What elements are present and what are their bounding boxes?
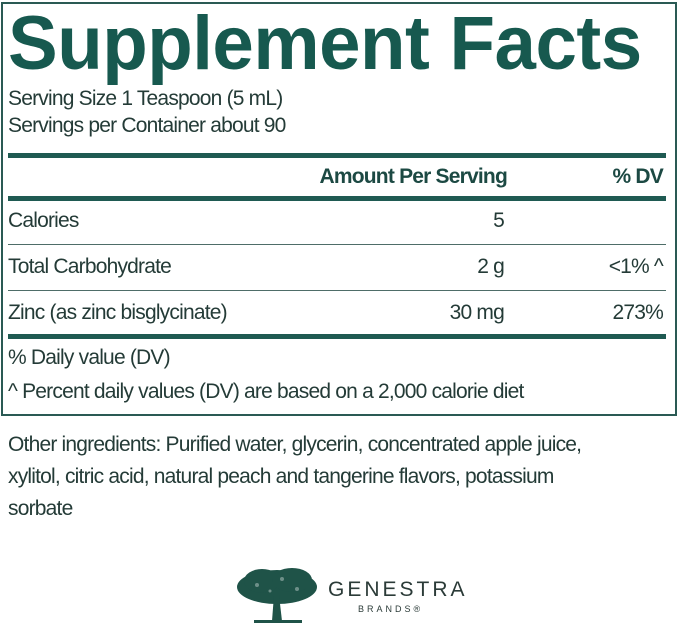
row-name: Zinc (as zinc bisglycinate) — [8, 301, 228, 324]
ingredients-line: sorbate — [8, 497, 73, 520]
serving-size: Serving Size 1 Teaspoon (5 mL) — [8, 87, 283, 110]
divider — [8, 290, 666, 291]
divider — [8, 244, 666, 245]
divider — [8, 196, 666, 201]
ingredients-line: xylitol, citric acid, natural peach and … — [8, 465, 554, 488]
ingredients-line: Other ingredients: Purified water, glyce… — [8, 433, 582, 456]
row-name: Calories — [8, 209, 79, 232]
row-amount: 30 mg — [449, 301, 505, 324]
row-amount: 2 g — [477, 255, 505, 278]
divider — [8, 153, 666, 158]
divider — [8, 334, 666, 339]
row-name: Total Carbohydrate — [8, 255, 172, 278]
header-dv: % DV — [612, 165, 664, 188]
footnote: % Daily value (DV) — [8, 346, 171, 369]
row-amount: 5 — [493, 209, 505, 232]
footnote: ^ Percent daily values (DV) are based on… — [8, 380, 524, 403]
brand-sub: BRANDS® — [358, 604, 424, 614]
supplement-facts-panel — [1, 2, 677, 416]
row-dv: <1% ^ — [608, 255, 664, 278]
page-title: Supplement Facts — [8, 1, 642, 86]
tree-icon — [237, 568, 317, 623]
row-dv: 273% — [612, 301, 663, 324]
header-amount: Amount Per Serving — [319, 165, 508, 188]
brand-name: GENESTRA — [328, 578, 468, 601]
servings-per-container: Servings per Container about 90 — [8, 114, 286, 137]
